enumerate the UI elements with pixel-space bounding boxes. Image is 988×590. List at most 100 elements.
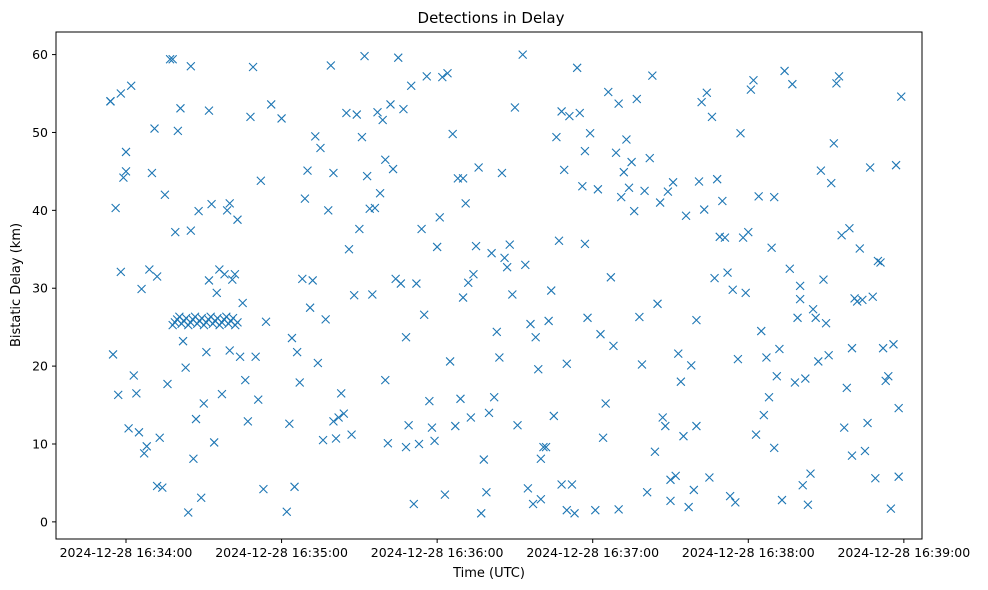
data-point [821, 318, 831, 328]
data-point [769, 192, 779, 202]
data-point [277, 114, 286, 123]
data-point [627, 157, 636, 167]
data-point [360, 51, 369, 61]
data-point [323, 205, 333, 215]
data-point [666, 496, 675, 506]
data-point [253, 395, 263, 404]
data-point [593, 184, 603, 194]
y-axis-ticks: 0 10 20 30 40 50 60 [32, 47, 56, 529]
data-point [445, 357, 455, 366]
data-point [663, 187, 673, 197]
data-point [111, 203, 121, 213]
data-point [150, 124, 159, 133]
data-point [380, 155, 390, 165]
data-point [655, 198, 665, 207]
data-point [339, 409, 349, 419]
data-point [666, 475, 675, 485]
data-point [546, 286, 556, 295]
data-point [793, 313, 802, 323]
data-point [632, 94, 642, 104]
data-point [352, 110, 362, 119]
data-point [233, 215, 242, 225]
data-point [471, 241, 481, 251]
data-point [313, 358, 323, 368]
data-point [533, 364, 543, 374]
data-point [246, 112, 255, 122]
data-point [764, 392, 774, 402]
data-point [414, 439, 424, 449]
x-tick-label: 2024-12-28 16:38:00 [682, 545, 815, 560]
data-point [106, 96, 115, 106]
data-point [336, 388, 346, 398]
y-tick-label: 50 [32, 125, 48, 140]
data-point [419, 310, 429, 320]
data-point [725, 491, 735, 501]
data-point [759, 410, 769, 420]
data-point [373, 107, 382, 117]
data-point [173, 126, 183, 136]
data-point [113, 390, 123, 400]
data-point [217, 389, 227, 399]
data-point [284, 419, 294, 429]
data-point [878, 343, 888, 353]
data-point [396, 279, 406, 288]
data-point [165, 54, 175, 64]
data-point [469, 269, 478, 279]
data-point [326, 61, 336, 70]
data-point [819, 275, 828, 285]
data-point [772, 371, 782, 381]
data-point [261, 317, 271, 327]
data-point [163, 379, 172, 389]
data-point [458, 293, 468, 302]
data-point [160, 190, 170, 200]
data-point [422, 72, 432, 81]
data-point [204, 106, 214, 116]
data-point [170, 227, 180, 237]
data-point [401, 332, 411, 342]
data-point [235, 352, 245, 362]
data-point [640, 186, 649, 196]
data-point [684, 502, 694, 512]
data-point [492, 327, 502, 337]
data-point [728, 285, 738, 295]
x-tick-label: 2024-12-28 16:39:00 [837, 545, 970, 560]
data-point [437, 72, 447, 82]
data-point [331, 434, 341, 443]
data-point [541, 442, 551, 452]
data-point [647, 71, 657, 81]
data-point [427, 423, 437, 433]
data-point [751, 430, 761, 440]
data-point [785, 264, 795, 274]
data-point [380, 375, 390, 385]
y-axis-label-group: Bistatic Delay (km) [9, 223, 24, 347]
data-point [554, 236, 564, 246]
data-point [476, 508, 486, 518]
data-point [876, 258, 885, 267]
data-point [741, 288, 751, 298]
data-point [583, 313, 592, 323]
data-point [837, 230, 847, 240]
data-point [152, 272, 162, 281]
y-tick-label: 20 [32, 359, 48, 374]
data-point [225, 346, 235, 355]
data-point [585, 128, 595, 138]
data-point [450, 421, 460, 431]
data-point [889, 339, 898, 349]
data-point [168, 54, 178, 64]
data-point [808, 304, 818, 314]
y-axis-label: Bistatic Delay (km) [9, 223, 24, 347]
data-point [466, 413, 476, 422]
data-point [720, 233, 730, 242]
data-point [798, 480, 808, 490]
y-tick-label: 0 [40, 514, 48, 529]
data-point [474, 163, 484, 172]
data-point [186, 226, 196, 235]
data-point [645, 153, 655, 163]
data-point [780, 66, 789, 76]
data-point [673, 349, 683, 359]
data-point [777, 495, 787, 505]
x-axis-label: Time (UTC) [452, 566, 525, 581]
data-point [526, 319, 535, 329]
data-point [181, 363, 191, 373]
data-point [544, 316, 554, 326]
